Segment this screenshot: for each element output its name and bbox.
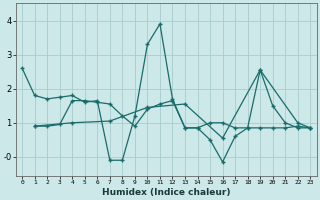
X-axis label: Humidex (Indice chaleur): Humidex (Indice chaleur) (102, 188, 230, 197)
